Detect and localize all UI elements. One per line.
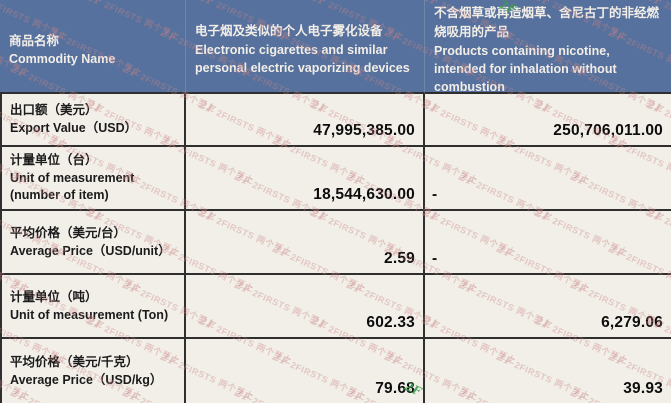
header-nicotine-en: Products containing nicotine, intended f…: [434, 43, 617, 94]
table-header-row: 商品名称 Commodity Name 电子烟及类似的个人电子雾化设备 Elec…: [0, 0, 671, 102]
header-cell-ecigarettes: 电子烟及类似的个人电子雾化设备 Electronic cigarettes an…: [186, 0, 425, 102]
row-label: 出口额（美元） Export Value（USD）: [2, 94, 186, 145]
row-label-en: Average Price（USD/kg）: [10, 372, 163, 387]
row-label-en: Unit of measurement (Ton): [10, 307, 169, 322]
table-row-unit-items: 计量单位（台） Unit of measurement (number of i…: [2, 145, 671, 209]
row-label-en: Export Value（USD）: [10, 121, 138, 136]
cell-export-value-ecig: 47,995,385.00: [186, 94, 425, 145]
table-row-export-value: 出口额（美元） Export Value（USD） 47,995,385.00 …: [2, 92, 671, 145]
header-commodity-en: Commodity Name: [9, 52, 116, 67]
cell-avg-price-unit-nicotine: -: [432, 250, 438, 267]
cell-unit-items-ecig: 18,544,630.00: [186, 147, 425, 209]
table-row-avg-price-unit: 平均价格（美元/台） Average Price（USD/unit） 2.59 …: [2, 209, 671, 273]
row-label-zh: 平均价格（美元/千克）: [10, 354, 139, 369]
header-ecigarettes-en: Electronic cigarettes and similar person…: [195, 43, 410, 76]
header-ecigarettes-zh: 电子烟及类似的个人电子雾化设备: [195, 24, 383, 39]
header-cell-commodity-name: 商品名称 Commodity Name: [0, 0, 186, 102]
cell-avg-price-unit-ecig: 2.59: [186, 211, 425, 273]
row-label-en: Average Price（USD/unit）: [10, 243, 171, 258]
row-label: 计量单位（吨） Unit of measurement (Ton): [2, 275, 186, 337]
table-row-avg-price-kg: 平均价格（美元/千克） Average Price（USD/kg） 79.68 …: [2, 337, 671, 403]
cell-unit-items-nicotine: -: [432, 186, 438, 203]
row-label-zh: 平均价格（美元/台）: [10, 225, 126, 240]
table-row-unit-ton: 计量单位（吨） Unit of measurement (Ton) 602.33…: [2, 273, 671, 337]
header-nicotine-zh: 不含烟草或再造烟草、含尼古丁的非经燃烧吸用的产品: [434, 6, 660, 39]
table-body: 出口额（美元） Export Value（USD） 47,995,385.00 …: [0, 92, 671, 403]
row-label-en: Unit of measurement (number of item): [10, 170, 135, 203]
cell-avg-price-kg-ecig: 79.68: [186, 339, 425, 403]
cell-unit-ton-ecig: 602.33: [186, 275, 425, 337]
header-cell-nicotine-products: 不含烟草或再造烟草、含尼古丁的非经燃烧吸用的产品 Products contai…: [425, 0, 671, 102]
header-commodity-zh: 商品名称: [9, 33, 60, 48]
cell-avg-price-kg-nicotine: 39.93: [623, 380, 663, 397]
cell-export-value-nicotine: 250,706,011.00: [553, 122, 663, 139]
row-label: 平均价格（美元/千克） Average Price（USD/kg）: [2, 339, 186, 403]
row-label-zh: 计量单位（台）: [10, 153, 98, 168]
cell-unit-ton-nicotine: 6,279.06: [601, 314, 663, 331]
row-label-zh: 计量单位（吨）: [10, 289, 98, 304]
row-label: 计量单位（台） Unit of measurement (number of i…: [2, 147, 186, 209]
row-label-zh: 出口额（美元）: [10, 103, 98, 118]
row-label: 平均价格（美元/台） Average Price（USD/unit）: [2, 211, 186, 273]
